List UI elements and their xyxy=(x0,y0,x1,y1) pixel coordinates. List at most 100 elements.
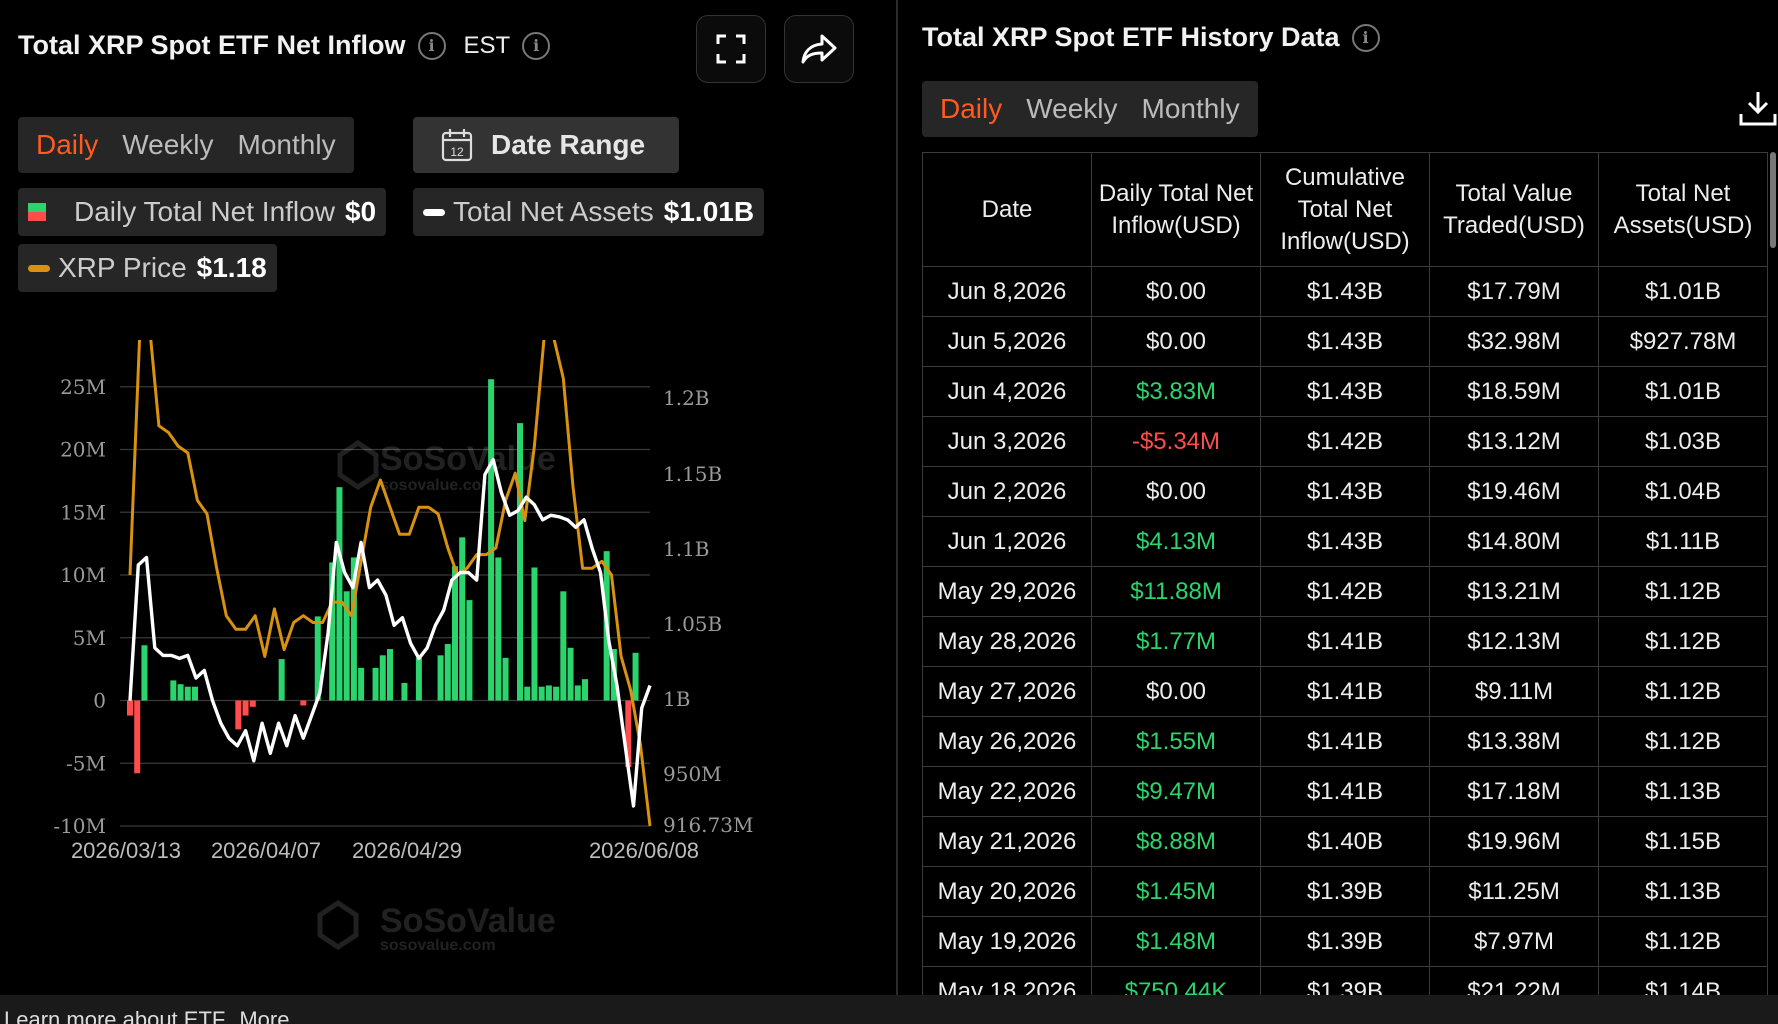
calendar-icon: 12 xyxy=(441,129,473,162)
table-row: May 20,2026 $1.45M $1.39B $11.25M $1.13B xyxy=(922,866,1768,917)
cell-date: May 27,2026 xyxy=(922,666,1092,717)
cell-cumulative-inflow: $1.42B xyxy=(1260,566,1430,617)
cell-daily-inflow: $0.00 xyxy=(1091,266,1261,317)
cell-cumulative-inflow: $1.43B xyxy=(1260,516,1430,567)
cell-net-assets: $1.12B xyxy=(1598,716,1768,767)
history-tab-weekly[interactable]: Weekly xyxy=(1026,93,1118,124)
cell-daily-inflow: $1.55M xyxy=(1091,716,1261,767)
footer-text: Learn more about ETF More xyxy=(4,1007,289,1024)
col-date[interactable]: Date xyxy=(922,152,1092,267)
cell-cumulative-inflow: $1.39B xyxy=(1260,966,1430,995)
inflow-bar xyxy=(343,591,350,701)
price-legend-swatch xyxy=(28,264,50,272)
inflow-bar xyxy=(415,657,422,701)
table-scrollbar[interactable] xyxy=(1770,152,1776,248)
cell-date: May 19,2026 xyxy=(922,916,1092,967)
legend-total-net-assets[interactable]: Total Net Assets $1.01B xyxy=(413,188,765,236)
inflow-bar xyxy=(127,700,133,716)
history-tab-daily[interactable]: Daily xyxy=(940,93,1003,124)
cell-value-traded: $18.59M xyxy=(1429,366,1599,417)
inflow-bar xyxy=(502,657,509,701)
cell-value-traded: $9.11M xyxy=(1429,666,1599,717)
cell-cumulative-inflow: $1.39B xyxy=(1260,866,1430,917)
cell-daily-inflow: $11.88M xyxy=(1091,566,1261,617)
inflow-bar xyxy=(300,700,307,706)
history-table: Date Daily Total Net Inflow(USD) Cumulat… xyxy=(922,152,1768,995)
inflow-bar xyxy=(235,700,242,730)
cell-date: Jun 8,2026 xyxy=(922,266,1092,317)
col-daily-inflow[interactable]: Daily Total Net Inflow(USD) xyxy=(1091,152,1261,267)
history-table-body: Jun 8,2026 $0.00 $1.43B $17.79M $1.01B Jun 5,… xyxy=(922,266,1768,995)
table-row: Jun 8,2026 $0.00 $1.43B $17.79M $1.01B xyxy=(922,266,1768,317)
timezone-info-icon[interactable]: i xyxy=(522,31,551,60)
inflow-bar xyxy=(329,562,336,701)
cell-date: May 20,2026 xyxy=(922,866,1092,917)
table-row: Jun 1,2026 $4.13M $1.43B $14.80M $1.11B xyxy=(922,516,1768,567)
cell-date: May 28,2026 xyxy=(922,616,1092,667)
table-row: Jun 2,2026 $0.00 $1.43B $19.46M $1.04B xyxy=(922,466,1768,517)
history-data-panel: Total XRP Spot ETF History Data i Daily … xyxy=(898,0,1778,995)
share-button[interactable] xyxy=(784,15,854,83)
inflow-bar xyxy=(387,649,393,701)
cell-cumulative-inflow: $1.40B xyxy=(1260,816,1430,867)
cell-cumulative-inflow: $1.43B xyxy=(1260,366,1430,417)
date-range-label: Date Range xyxy=(491,129,646,160)
cell-cumulative-inflow: $1.43B xyxy=(1260,316,1430,367)
inflow-bar xyxy=(545,685,552,701)
col-net-assets[interactable]: Total Net Assets(USD) xyxy=(1598,152,1768,267)
date-range-button[interactable]: 12 Date Range xyxy=(413,117,679,173)
inflow-bar xyxy=(488,379,495,701)
legend-daily-inflow[interactable]: Daily Total Net Inflow $0 xyxy=(18,188,387,236)
download-icon[interactable] xyxy=(1738,88,1778,128)
cell-net-assets: $1.12B xyxy=(1598,916,1768,967)
x-axis-tick: 2026/06/08 xyxy=(589,838,699,863)
svg-text:sosovalue.com: sosovalue.com xyxy=(380,937,496,954)
table-row: May 27,2026 $0.00 $1.41B $9.11M $1.12B xyxy=(922,666,1768,717)
col-value-traded[interactable]: Total Value Traded(USD) xyxy=(1429,152,1599,267)
inflow-bar xyxy=(358,667,365,701)
timezone-label: EST xyxy=(463,31,511,59)
cell-date: May 29,2026 xyxy=(922,566,1092,617)
share-icon xyxy=(801,34,837,64)
table-row: May 22,2026 $9.47M $1.41B $17.18M $1.13B xyxy=(922,766,1768,817)
cell-net-assets: $1.12B xyxy=(1598,616,1768,667)
net-inflow-panel: Total XRP Spot ETF Net Inflow i EST i Da… xyxy=(0,0,896,1000)
cell-net-assets: $1.11B xyxy=(1598,516,1768,567)
legend-xrp-price[interactable]: XRP Price $1.18 xyxy=(18,244,277,292)
chart-watermark: SoSoValue sosovalue.com SoSoValue sosova… xyxy=(317,439,556,954)
cell-cumulative-inflow: $1.39B xyxy=(1260,916,1430,967)
x-axis-labels: 2026/03/13 2026/04/07 2026/04/29 2026/06/08 xyxy=(71,838,699,863)
history-tab-monthly[interactable]: Monthly xyxy=(1141,93,1240,124)
history-info-icon[interactable]: i xyxy=(1351,23,1380,52)
cell-cumulative-inflow: $1.41B xyxy=(1260,616,1430,667)
history-period-tabs: Daily Weekly Monthly xyxy=(922,81,1258,137)
more-link[interactable]: More xyxy=(239,1007,290,1024)
left-axis-tick: 20M xyxy=(60,438,106,462)
fullscreen-icon xyxy=(716,34,746,64)
svg-text:SoSoValue: SoSoValue xyxy=(380,902,556,940)
cell-value-traded: $13.38M xyxy=(1429,716,1599,767)
legend-inflow-label: Daily Total Net Inflow xyxy=(74,196,335,227)
inflow-bar xyxy=(567,647,574,701)
right-axis-tick: 1.15B xyxy=(663,462,722,486)
fullscreen-button[interactable] xyxy=(696,15,766,83)
right-axis-tick: 916.73M xyxy=(663,813,753,837)
assets-legend-swatch xyxy=(423,208,445,216)
cell-value-traded: $12.13M xyxy=(1429,616,1599,667)
inflow-bar xyxy=(177,684,184,701)
net-inflow-chart[interactable]: SoSoValue sosovalue.com SoSoValue sosova… xyxy=(0,340,896,990)
tab-monthly[interactable]: Monthly xyxy=(237,129,336,160)
tab-daily[interactable]: Daily xyxy=(36,129,99,160)
inflow-bar xyxy=(625,700,632,768)
inflow-bar xyxy=(314,616,321,701)
legend-inflow-value: $0 xyxy=(344,196,377,227)
inflow-bar xyxy=(538,686,545,701)
cell-cumulative-inflow: $1.41B xyxy=(1260,666,1430,717)
table-row: May 29,2026 $11.88M $1.42B $13.21M $1.12B xyxy=(922,566,1768,617)
info-icon[interactable]: i xyxy=(417,31,446,60)
inflow-bar xyxy=(336,487,343,701)
tab-weekly[interactable]: Weekly xyxy=(122,129,214,160)
right-axis-tick: 1.2B xyxy=(663,386,710,410)
col-cumulative-inflow[interactable]: Cumulative Total Net Inflow(USD) xyxy=(1260,152,1430,267)
cell-net-assets: $927.78M xyxy=(1598,316,1768,367)
